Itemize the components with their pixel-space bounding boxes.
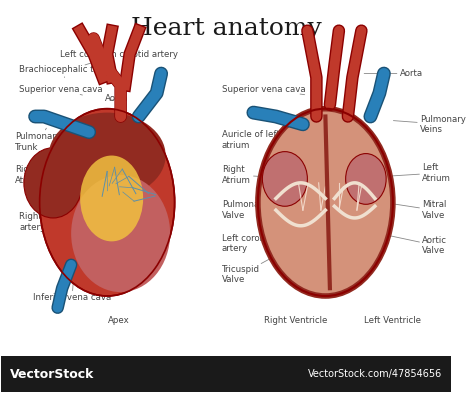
- Text: Aorta: Aorta: [105, 94, 128, 103]
- Ellipse shape: [263, 152, 307, 206]
- Text: Left
Atrium: Left Atrium: [377, 163, 451, 183]
- Text: Left Ventricle: Left Ventricle: [364, 316, 421, 325]
- Text: Auricle of left
atrium: Auricle of left atrium: [222, 130, 285, 150]
- Text: Right
Atrium: Right Atrium: [222, 165, 280, 185]
- Text: Right
Atrium: Right Atrium: [15, 165, 57, 185]
- Text: VectorStock.com/47854656: VectorStock.com/47854656: [308, 369, 442, 379]
- Text: Pulmonary
Valve: Pulmonary Valve: [222, 197, 289, 220]
- Ellipse shape: [71, 175, 170, 292]
- Text: VectorStock: VectorStock: [10, 367, 95, 380]
- Text: Brachiocephalic trunk: Brachiocephalic trunk: [19, 65, 114, 77]
- Bar: [1, 356, 451, 391]
- Text: Right coronary
artery: Right coronary artery: [19, 210, 83, 231]
- Text: Aortic
Valve: Aortic Valve: [373, 232, 447, 255]
- Text: Left coronary
artery: Left coronary artery: [222, 217, 291, 253]
- Text: Superior vena cava: Superior vena cava: [222, 84, 306, 95]
- Text: Inferior vena cava: Inferior vena cava: [33, 283, 111, 303]
- Text: Mitral
Valve: Mitral Valve: [373, 200, 447, 220]
- Ellipse shape: [40, 109, 175, 296]
- Text: Aorta: Aorta: [364, 69, 423, 78]
- Text: Apex: Apex: [108, 316, 130, 325]
- Ellipse shape: [24, 148, 82, 218]
- Text: Heart anatomy: Heart anatomy: [131, 17, 322, 40]
- Text: Tricuspid
Valve: Tricuspid Valve: [222, 245, 296, 284]
- Ellipse shape: [346, 154, 386, 204]
- Ellipse shape: [49, 113, 166, 198]
- Ellipse shape: [258, 109, 393, 296]
- Ellipse shape: [80, 156, 143, 241]
- Text: Right Ventricle: Right Ventricle: [264, 316, 328, 325]
- Text: Pulmonary
Trunk: Pulmonary Trunk: [15, 128, 61, 152]
- Text: Left common carotid artery: Left common carotid artery: [60, 50, 178, 65]
- Text: Pulmonary
Veins: Pulmonary Veins: [394, 115, 466, 134]
- Text: Superior vena cava: Superior vena cava: [19, 84, 103, 95]
